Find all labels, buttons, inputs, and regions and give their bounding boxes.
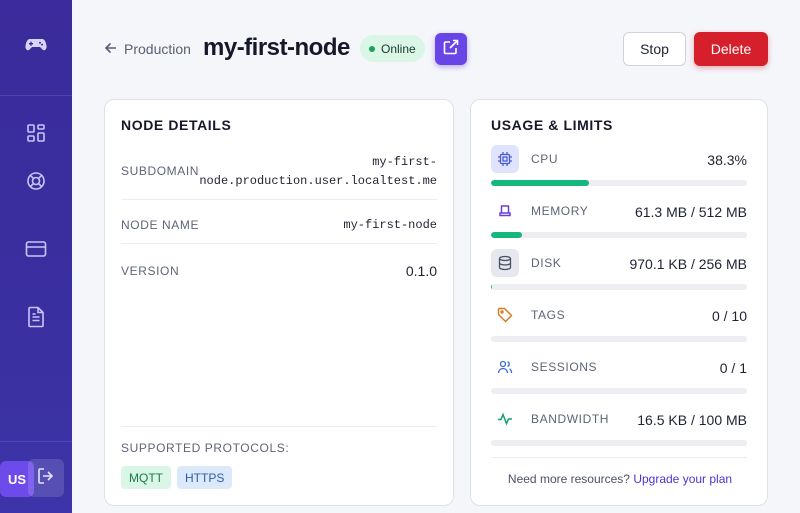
node-name-value: my-first-node <box>343 218 437 232</box>
sidebar-item-dashboard[interactable] <box>22 121 50 149</box>
usage-title: USAGE & LIMITS <box>491 117 613 133</box>
subdomain-line-2: node.production.user.localtest.me <box>199 174 437 188</box>
breadcrumb[interactable]: Production <box>104 38 191 60</box>
metric-cpu: CPU 38.3% <box>491 145 747 191</box>
avatar[interactable]: US <box>0 461 34 497</box>
detail-row-subdomain: SUBDOMAIN my-first- node.production.user… <box>121 152 437 200</box>
document-icon <box>27 306 45 333</box>
metric-value: 61.3 MB / 512 MB <box>634 204 747 220</box>
metric-disk: DISK 970.1 KB / 256 MB <box>491 249 747 295</box>
users-icon <box>491 353 519 381</box>
logout-icon <box>36 466 56 491</box>
memory-icon <box>491 197 519 225</box>
metric-label: SESSIONS <box>531 360 598 374</box>
logout-button[interactable] <box>28 459 64 497</box>
progress-bar <box>491 336 747 342</box>
progress-bar <box>491 440 747 446</box>
sidebar-item-billing[interactable] <box>22 237 50 265</box>
metric-bandwidth: BANDWIDTH 16.5 KB / 100 MB <box>491 405 747 451</box>
status-badge: Online <box>360 35 425 62</box>
metric-label: DISK <box>531 256 562 270</box>
page-title: my-first-node <box>203 34 350 61</box>
progress-bar <box>491 180 747 186</box>
progress-fill <box>491 180 590 186</box>
upgrade-footer: Need more resources? Upgrade your plan <box>471 472 769 486</box>
version-value: 0.1.0 <box>405 263 437 279</box>
breadcrumb-label: Production <box>124 41 191 57</box>
external-link-icon <box>443 39 459 60</box>
divider <box>121 426 437 427</box>
node-details-title: NODE DETAILS <box>121 117 232 133</box>
usage-limits-card: USAGE & LIMITS CPU 38.3% MEMORY 61.3 MB … <box>470 99 768 506</box>
protocol-badge-mqtt: MQTT <box>121 466 171 489</box>
arrow-left-icon <box>104 41 118 58</box>
status-dot <box>369 45 375 52</box>
sidebar-logo[interactable] <box>0 0 72 96</box>
help-ring-icon <box>26 171 46 196</box>
delete-button[interactable]: Delete <box>694 32 768 66</box>
metric-sessions: SESSIONS 0 / 1 <box>491 353 747 399</box>
detail-label: NODE NAME <box>121 218 200 232</box>
metric-memory: MEMORY 61.3 MB / 512 MB <box>491 197 747 243</box>
metric-value: 970.1 KB / 256 MB <box>629 256 747 272</box>
metric-label: BANDWIDTH <box>531 412 610 426</box>
dashboard-icon <box>26 123 46 148</box>
metric-label: MEMORY <box>531 204 589 218</box>
database-icon <box>491 249 519 277</box>
protocols-label: SUPPORTED PROTOCOLS: <box>121 441 290 455</box>
metric-label: TAGS <box>531 308 566 322</box>
subdomain-value: my-first- node.production.user.localtest… <box>199 153 437 191</box>
sidebar-footer: US <box>0 441 72 513</box>
stop-button[interactable]: Stop <box>623 32 686 66</box>
detail-row-version: VERSION 0.1.0 <box>121 244 437 288</box>
progress-bar <box>491 284 747 290</box>
metric-value: 16.5 KB / 100 MB <box>637 412 747 428</box>
gamepad-icon <box>25 38 47 57</box>
detail-label: SUBDOMAIN <box>121 164 200 178</box>
progress-bar <box>491 388 747 394</box>
credit-card-icon <box>25 240 47 263</box>
sidebar-item-docs[interactable] <box>22 305 50 333</box>
sidebar: US <box>0 0 72 513</box>
open-external-button[interactable] <box>435 33 467 65</box>
divider <box>491 457 747 458</box>
subdomain-line-1: my-first- <box>372 155 437 169</box>
progress-bar <box>491 232 747 238</box>
metric-value: 38.3% <box>707 152 747 168</box>
protocol-badge-https: HTTPS <box>177 466 233 489</box>
metric-value: 0 / 10 <box>711 308 747 324</box>
progress-fill <box>491 232 522 238</box>
activity-icon <box>491 405 519 433</box>
sidebar-item-support[interactable] <box>22 169 50 197</box>
progress-fill <box>491 284 493 290</box>
upgrade-text: Need more resources? <box>507 472 630 486</box>
detail-label: VERSION <box>121 264 180 278</box>
metric-value: 0 / 1 <box>719 360 747 376</box>
status-label: Online <box>381 41 416 56</box>
metric-tags: TAGS 0 / 10 <box>491 301 747 347</box>
node-details-card: NODE DETAILS SUBDOMAIN my-first- node.pr… <box>104 99 454 506</box>
upgrade-plan-link[interactable]: Upgrade your plan <box>633 472 733 486</box>
cpu-icon <box>491 145 519 173</box>
detail-row-node-name: NODE NAME my-first-node <box>121 200 437 244</box>
tag-icon <box>491 301 519 329</box>
metric-label: CPU <box>531 152 559 166</box>
